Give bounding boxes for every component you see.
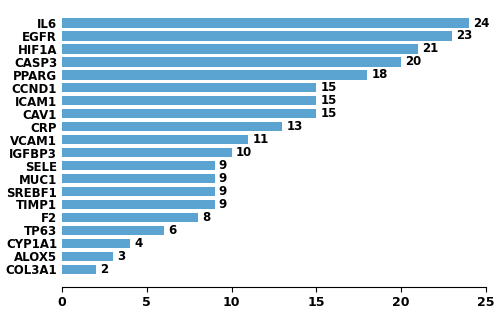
Bar [62,200,214,209]
Bar [62,31,452,41]
Text: 3: 3 [117,250,125,263]
Bar [62,57,401,66]
Bar [62,148,232,157]
Text: 10: 10 [236,146,252,159]
Text: 21: 21 [422,43,438,55]
Bar [62,213,198,222]
Text: 18: 18 [372,68,388,81]
Bar [62,239,130,248]
Text: 13: 13 [286,120,303,133]
Bar [62,135,248,144]
Bar [62,226,164,235]
Text: 24: 24 [473,16,490,30]
Bar [62,96,316,106]
Text: 9: 9 [219,172,227,185]
Text: 9: 9 [219,198,227,211]
Text: 4: 4 [134,237,142,250]
Text: 15: 15 [320,81,337,94]
Text: 23: 23 [456,30,472,43]
Bar [62,187,214,196]
Bar [62,109,316,118]
Text: 9: 9 [219,185,227,198]
Bar [62,70,367,79]
Bar [62,265,96,274]
Text: 20: 20 [405,55,421,68]
Text: 6: 6 [168,224,176,237]
Text: 8: 8 [202,211,210,224]
Bar [62,252,113,261]
Text: 15: 15 [320,94,337,107]
Bar [62,161,214,170]
Bar [62,44,418,54]
Bar [62,174,214,183]
Bar [62,83,316,93]
Text: 15: 15 [320,107,337,120]
Text: 11: 11 [252,133,269,146]
Bar [62,122,282,131]
Bar [62,18,468,28]
Text: 2: 2 [100,263,108,276]
Text: 9: 9 [219,159,227,172]
